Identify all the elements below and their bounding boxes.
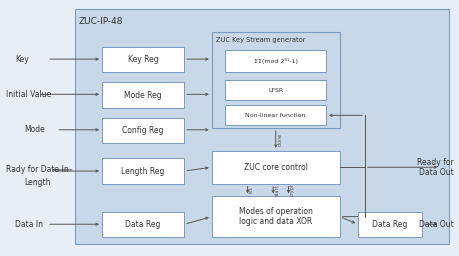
Bar: [357, 211, 421, 237]
Text: Data Reg: Data Reg: [125, 220, 161, 229]
Text: Mode Reg: Mode Reg: [124, 91, 162, 100]
Text: Non-linear function: Non-linear function: [245, 113, 305, 118]
Bar: [225, 80, 325, 100]
Text: Data In: Data In: [15, 220, 43, 229]
Bar: [211, 151, 339, 184]
Text: Length: Length: [24, 178, 50, 187]
Bar: [211, 196, 339, 237]
Bar: [102, 82, 184, 108]
Text: ZUC Key Stream generator: ZUC Key Stream generator: [216, 37, 305, 43]
Text: clone: clone: [277, 133, 282, 146]
Bar: [102, 211, 184, 237]
Bar: [211, 32, 339, 128]
Text: ZUC-IP-48: ZUC-IP-48: [79, 17, 123, 26]
Text: Initial Value: Initial Value: [6, 90, 51, 99]
Text: Data Reg: Data Reg: [371, 220, 407, 229]
Text: Mode: Mode: [24, 125, 45, 134]
Bar: [102, 118, 184, 143]
Text: Ready for
Data Out: Ready for Data Out: [416, 157, 453, 177]
Bar: [225, 105, 325, 125]
Text: Key Reg: Key Reg: [128, 55, 158, 64]
Text: ΣΣ(mod 2³¹-1): ΣΣ(mod 2³¹-1): [253, 58, 297, 64]
Text: Key: Key: [15, 55, 29, 64]
Text: ZUC core control: ZUC core control: [243, 163, 307, 172]
Bar: [225, 49, 325, 72]
Text: LFSR: LFSR: [268, 88, 283, 92]
Text: Modes of operation
logic and data XOR: Modes of operation logic and data XOR: [238, 207, 312, 226]
Bar: [74, 9, 448, 244]
Text: Length Reg: Length Reg: [121, 167, 164, 176]
Text: Data Out: Data Out: [418, 220, 453, 229]
Text: crypt: crypt: [289, 184, 294, 196]
Bar: [102, 47, 184, 72]
Text: Config Reg: Config Reg: [122, 126, 163, 135]
Text: int: int: [248, 187, 253, 193]
Text: start: start: [274, 184, 279, 196]
Text: Rady for Data In: Rady for Data In: [6, 165, 68, 174]
Bar: [102, 158, 184, 184]
